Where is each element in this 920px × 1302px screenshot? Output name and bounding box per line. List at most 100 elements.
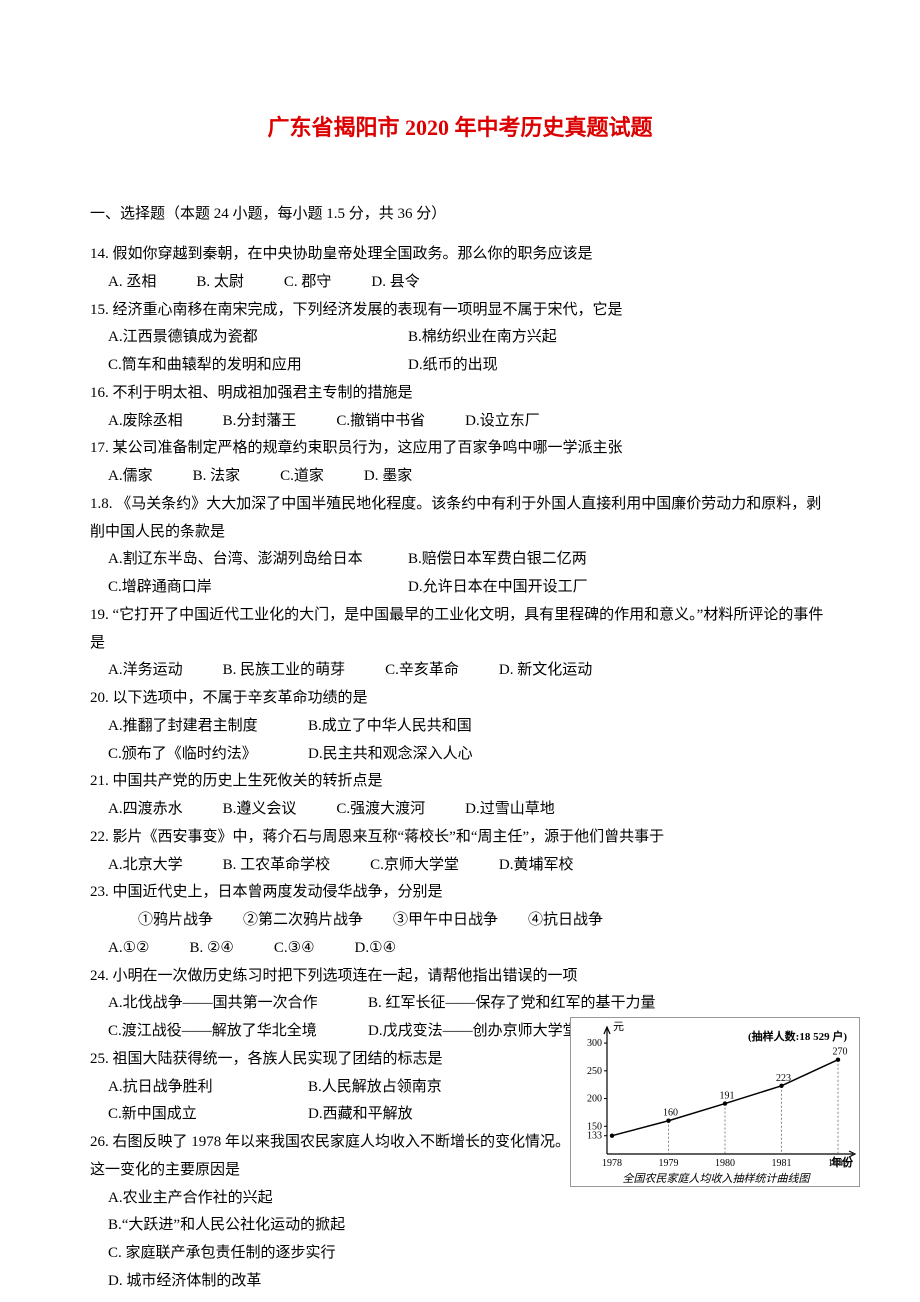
svg-text:160: 160 bbox=[663, 1108, 678, 1119]
option: D.西藏和平解放 bbox=[308, 1106, 413, 1122]
option: D.设立东厂 bbox=[465, 408, 540, 436]
options: A. 丞相 B. 太尉 C. 郡守 D. 县令 bbox=[90, 269, 830, 297]
option: A.儒家 bbox=[108, 463, 153, 491]
option: D. 县令 bbox=[371, 269, 419, 297]
options: A.江西景德镇成为瓷都B.棉纺织业在南方兴起C.筒车和曲辕犁的发明和应用D.纸币… bbox=[90, 324, 830, 380]
option: B.分封藩王 bbox=[223, 408, 297, 436]
option: B.人民解放占领南京 bbox=[308, 1079, 442, 1095]
question-17: 17. 某公司准备制定严格的规章约束职员行为，这应用了百家争鸣中哪一学派主张A.… bbox=[90, 435, 830, 491]
question-text: 17. 某公司准备制定严格的规章约束职员行为，这应用了百家争鸣中哪一学派主张 bbox=[90, 435, 830, 463]
svg-text:(抽样人数:18 529 户): (抽样人数:18 529 户) bbox=[748, 1029, 847, 1043]
option: B. 法家 bbox=[193, 463, 241, 491]
question-14: 14. 假如你穿越到秦朝，在中央协助皇帝处理全国政务。那么你的职务应该是A. 丞… bbox=[90, 241, 830, 297]
option: B.“大跃进”和人民公社化运动的掀起 bbox=[108, 1212, 830, 1240]
question-text: 16. 不利于明太祖、明成祖加强君主专制的措施是 bbox=[90, 380, 830, 408]
question-text: 21. 中国共产党的历史上生死攸关的转折点是 bbox=[90, 768, 830, 796]
svg-text:年份: 年份 bbox=[831, 1155, 854, 1169]
svg-text:全国农民家庭人均收入抽样统计曲线图: 全国农民家庭人均收入抽样统计曲线图 bbox=[623, 1172, 812, 1185]
option: B. 工农革命学校 bbox=[223, 852, 331, 880]
option: D. 新文化运动 bbox=[499, 657, 592, 685]
option: C.增辟通商口岸 bbox=[108, 574, 408, 602]
chart-income: 元13315020025030019781979198019811982年份(抽… bbox=[570, 1017, 860, 1187]
option: B.棉纺织业在南方兴起 bbox=[408, 324, 708, 352]
option: C.辛亥革命 bbox=[385, 657, 459, 685]
option: D.允许日本在中国开设工厂 bbox=[408, 574, 708, 602]
option: D.戊戌变法——创办京师大学堂 bbox=[368, 1023, 578, 1039]
option: A.推翻了封建君主制度 bbox=[108, 713, 308, 741]
option: C.道家 bbox=[280, 463, 324, 491]
option: D.民主共和观念深入人心 bbox=[308, 746, 473, 762]
option: A. 丞相 bbox=[108, 269, 156, 297]
question-23: 23. 中国近代史上，日本曾两度发动侵华战争，分别是①鸦片战争 ②第二次鸦片战争… bbox=[90, 879, 830, 962]
exam-title: 广东省揭阳市 2020 年中考历史真题试题 bbox=[90, 110, 830, 142]
question-text: 26. 右图反映了 1978 年以来我国农民家庭人均收入不断增长的变化情况。出现… bbox=[90, 1129, 600, 1185]
options: A.洋务运动 B. 民族工业的萌芽 C.辛亥革命 D. 新文化运动 bbox=[90, 657, 830, 685]
option: C.筒车和曲辕犁的发明和应用 bbox=[108, 352, 408, 380]
option: D.过雪山草地 bbox=[465, 796, 555, 824]
option: B.遵义会议 bbox=[223, 796, 297, 824]
option: C.京师大学堂 bbox=[370, 852, 459, 880]
svg-text:150: 150 bbox=[587, 1121, 602, 1132]
options: A.四渡赤水 B.遵义会议 C.强渡大渡河 D.过雪山草地 bbox=[90, 796, 830, 824]
options: A.儒家 B. 法家 C.道家 D. 墨家 bbox=[90, 463, 830, 491]
question-text: 22. 影片《西安事变》中，蒋介石与周恩来互称“蒋校长”和“周主任”，源于他们曾… bbox=[90, 824, 830, 852]
svg-text:191: 191 bbox=[720, 1091, 735, 1102]
question-text: 1.8. 《马关条约》大大加深了中国半殖民地化程度。该条约中有利于外国人直接利用… bbox=[90, 491, 830, 547]
options: A.农业主产合作社的兴起B.“大跃进”和人民公社化运动的掀起C. 家庭联产承包责… bbox=[90, 1185, 830, 1296]
option: A.农业主产合作社的兴起 bbox=[108, 1185, 830, 1213]
svg-text:1981: 1981 bbox=[772, 1158, 792, 1169]
option: B. 民族工业的萌芽 bbox=[223, 657, 346, 685]
option: A.四渡赤水 bbox=[108, 796, 183, 824]
question-text: 23. 中国近代史上，日本曾两度发动侵华战争，分别是 bbox=[90, 879, 830, 907]
svg-text:元: 元 bbox=[613, 1021, 624, 1033]
option: A.抗日战争胜利 bbox=[108, 1074, 308, 1102]
svg-text:200: 200 bbox=[587, 1094, 602, 1105]
question-text: 24. 小明在一次做历史练习时把下列选项连在一起，请帮他指出错误的一项 bbox=[90, 963, 830, 991]
option: C.撤销中书省 bbox=[336, 408, 425, 436]
svg-text:300: 300 bbox=[587, 1038, 602, 1049]
option: D.①④ bbox=[355, 935, 396, 963]
options: A.废除丞相 B.分封藩王 C.撤销中书省 D.设立东厂 bbox=[90, 408, 830, 436]
question-18: 1.8. 《马关条约》大大加深了中国半殖民地化程度。该条约中有利于外国人直接利用… bbox=[90, 491, 830, 602]
option: A.江西景德镇成为瓷都 bbox=[108, 324, 408, 352]
question-22: 22. 影片《西安事变》中，蒋介石与周恩来互称“蒋校长”和“周主任”，源于他们曾… bbox=[90, 824, 830, 880]
question-20: 20. 以下选项中，不属于辛亥革命功绩的是A.推翻了封建君主制度B.成立了中华人… bbox=[90, 685, 830, 768]
option: A.北伐战争——国共第一次合作 bbox=[108, 990, 368, 1018]
option: C.渡江战役——解放了华北全境 bbox=[108, 1018, 368, 1046]
option: C.③④ bbox=[274, 935, 315, 963]
svg-text:1979: 1979 bbox=[659, 1158, 679, 1169]
question-text: 14. 假如你穿越到秦朝，在中央协助皇帝处理全国政务。那么你的职务应该是 bbox=[90, 241, 830, 269]
option: A.洋务运动 bbox=[108, 657, 183, 685]
option: C.颁布了《临时约法》 bbox=[108, 741, 308, 769]
option: D. 城市经济体制的改革 bbox=[108, 1268, 830, 1296]
svg-text:223: 223 bbox=[776, 1073, 791, 1084]
svg-text:1980: 1980 bbox=[715, 1158, 735, 1169]
question-text: 20. 以下选项中，不属于辛亥革命功绩的是 bbox=[90, 685, 830, 713]
question-19: 19. “它打开了中国近代工业化的大门，是中国最早的工业化文明，具有里程碑的作用… bbox=[90, 602, 830, 685]
option: B.赔偿日本军费白银二亿两 bbox=[408, 546, 708, 574]
option: B. 太尉 bbox=[196, 269, 244, 297]
question-text: 19. “它打开了中国近代工业化的大门，是中国最早的工业化文明，具有里程碑的作用… bbox=[90, 602, 830, 658]
option: B.成立了中华人民共和国 bbox=[308, 718, 472, 734]
option: B. 红军长征——保存了党和红军的基干力量 bbox=[368, 995, 656, 1011]
option: D.黄埔军校 bbox=[499, 852, 574, 880]
svg-text:270: 270 bbox=[833, 1047, 848, 1058]
option: C.新中国成立 bbox=[108, 1101, 308, 1129]
svg-text:250: 250 bbox=[587, 1066, 602, 1077]
svg-text:1978: 1978 bbox=[602, 1158, 622, 1169]
option: A.废除丞相 bbox=[108, 408, 183, 436]
option: A.北京大学 bbox=[108, 852, 183, 880]
options: A.①②B. ②④C.③④D.①④ bbox=[90, 935, 830, 963]
option: C.强渡大渡河 bbox=[336, 796, 425, 824]
option: D.纸币的出现 bbox=[408, 352, 708, 380]
question-15: 15. 经济重心南移在南宋完成，下列经济发展的表现有一项明显不属于宋代，它是A.… bbox=[90, 297, 830, 380]
options: A.割辽东半岛、台湾、澎湖列岛给日本B.赔偿日本军费白银二亿两C.增辟通商口岸D… bbox=[90, 546, 830, 602]
option: D. 墨家 bbox=[364, 463, 412, 491]
option: C. 家庭联产承包责任制的逐步实行 bbox=[108, 1240, 830, 1268]
question-text: 25. 祖国大陆获得统一，各族人民实现了团结的标志是 bbox=[90, 1046, 600, 1074]
option: C. 郡守 bbox=[284, 269, 332, 297]
question-text: 15. 经济重心南移在南宋完成，下列经济发展的表现有一项明显不属于宋代，它是 bbox=[90, 297, 830, 325]
svg-text:133: 133 bbox=[587, 1131, 602, 1142]
chart-svg: 元13315020025030019781979198019811982年份(抽… bbox=[571, 1018, 861, 1188]
question-16: 16. 不利于明太祖、明成祖加强君主专制的措施是A.废除丞相 B.分封藩王 C.撤销… bbox=[90, 380, 830, 436]
